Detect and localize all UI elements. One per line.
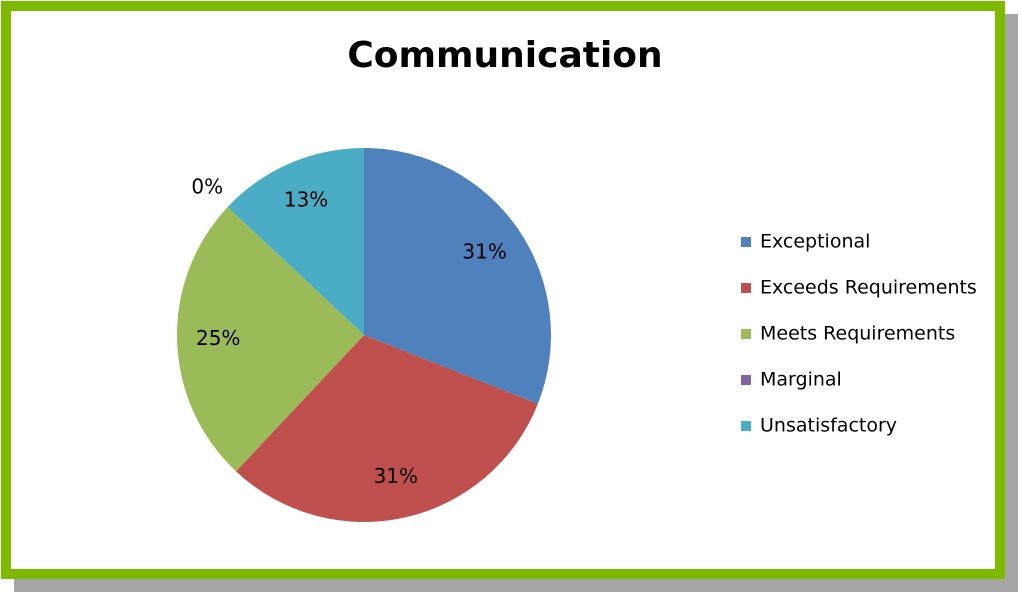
data-label: 25%: [196, 326, 240, 350]
legend-swatch: [741, 421, 751, 431]
legend-swatch: [741, 237, 751, 247]
data-label: 13%: [284, 188, 328, 212]
legend-swatch: [741, 283, 751, 293]
data-label: 31%: [374, 464, 418, 488]
data-label: 31%: [462, 240, 506, 264]
pie-slice: [177, 206, 364, 472]
legend-label: Marginal: [760, 369, 842, 391]
legend-label: Exceptional: [760, 231, 870, 253]
chart-title: Communication: [347, 35, 662, 76]
data-label: 0%: [191, 174, 223, 198]
pie-slice: [364, 148, 551, 404]
pie-slice: [227, 148, 364, 335]
legend-swatch: [741, 329, 751, 339]
legend-label: Exceeds Requirements: [760, 277, 977, 299]
pie-slice: [235, 335, 538, 523]
legend-label: Meets Requirements: [760, 323, 955, 345]
legend-label: Unsatisfactory: [760, 415, 897, 437]
legend-swatch: [741, 375, 751, 385]
